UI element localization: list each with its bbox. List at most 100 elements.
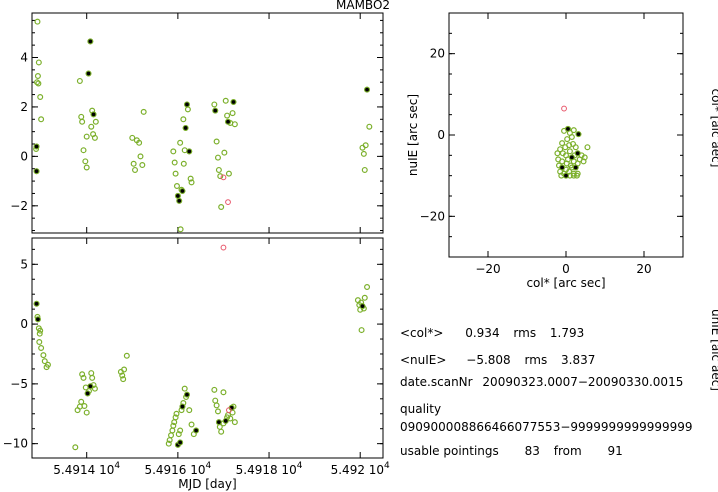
plot-bottom-left: −10 −5 0 5 5.4914 104 5.4916 104 5.4918 104 5.4… [3,237,390,491]
right-edge-label-low: unIE [alc aec] [709,309,718,391]
data-point-top-left-33 [170,148,177,155]
outlier-point-bottom-left-0 [220,244,227,251]
data-point-top-left-22 [91,134,98,141]
nuie-mean-label: <nuIE> [400,353,447,367]
nuie-mean-row: <nuIE> −5.808 rms 3.837 [400,353,597,367]
data-point-top-left-36 [173,183,180,190]
highlight-point-bottom-left-11 [215,419,222,426]
highlight-point-bottom-left-8 [193,427,200,434]
data-point-right-43 [570,140,577,147]
x-tick-label-bottom-left-0: 5.4914 104 [53,461,120,477]
data-point-top-left-55 [214,154,221,161]
plot-frame-right [448,12,684,258]
pointings-used: 83 [524,444,540,458]
data-point-right-39 [584,144,591,151]
pointings-row: usable pointings 83 from 91 [400,444,625,458]
col-mean-value: 0.934 [465,326,500,340]
data-point-bottom-left-78 [361,294,368,301]
data-point-right-10 [566,148,573,155]
data-point-top-left-34 [171,159,178,166]
data-point-top-left-15 [83,164,90,171]
data-point-top-left-25 [129,134,136,141]
data-point-top-left-11 [78,113,85,120]
data-point-bottom-left-56 [212,397,219,404]
col-rms-value: 1.793 [549,326,585,340]
highlight-point-bottom-left-5 [177,439,184,446]
data-point-top-left-29 [136,139,143,146]
y-tick-label-top-left-2: 2 [20,100,28,114]
data-point-bottom-left-15 [78,398,85,405]
col-mean-label: <col*> [400,326,444,340]
data-point-top-left-24 [83,133,90,140]
data-point-bottom-left-36 [169,427,176,434]
data-point-top-left-32 [140,108,147,115]
highlight-point-right-3 [559,164,565,171]
highlight-point-top-left-10 [186,148,193,155]
highlight-point-bottom-left-6 [179,403,186,410]
data-point-bottom-left-18 [81,402,88,409]
outlier-point-bottom-left-1 [226,407,232,414]
data-point-bottom-left-70 [231,419,238,426]
data-point-top-left-59 [221,149,228,156]
highlight-point-top-left-13 [212,107,219,114]
data-point-right-46 [573,172,580,179]
data-point-bottom-left-24 [88,370,95,377]
data-point-bottom-left-71 [220,389,227,396]
highlight-point-top-left-11 [225,118,231,125]
plot-frame-bottom-left [31,237,384,459]
plot-frame-top-left [31,12,384,234]
data-point-bottom-left-30 [120,376,127,383]
data-point-bottom-left-51 [188,421,195,428]
outlier-point-right-0 [561,105,567,112]
highlight-point-top-left-2 [85,70,92,77]
y-tick-label-bottom-left-3: 5 [20,257,28,271]
data-point-top-left-10 [76,77,83,84]
right-edge-label-mid: col* [alc aec] [709,89,718,168]
data-point-top-left-13 [80,147,87,154]
data-point-right-41 [554,150,561,157]
data-point-top-left-56 [215,166,222,173]
data-point-bottom-left-12 [72,444,79,451]
plot-right: −20 0 20 −20 0 20 col* [arc sec] nuIE [arc sec] [406,12,684,290]
data-point-bottom-left-31 [121,366,128,373]
highlight-point-top-left-8 [182,125,189,131]
data-point-bottom-left-80 [358,327,365,334]
data-point-bottom-left-58 [214,408,221,415]
data-point-top-left-20 [88,123,95,130]
data-point-bottom-left-35 [168,432,175,439]
nuie-rms-value: 3.837 [561,353,596,367]
data-point-bottom-left-47 [181,385,188,392]
y-tick-label-right-0: −20 [420,209,445,223]
highlight-point-right-0 [565,125,571,132]
highlight-point-top-left-12 [230,99,237,105]
highlight-point-top-left-9 [184,101,190,108]
data-point-top-left-0 [34,18,41,25]
data-point-top-left-31 [139,162,146,169]
data-point-top-left-39 [177,226,184,233]
data-point-right-21 [566,168,573,175]
data-point-bottom-left-66 [227,415,234,422]
y-tick-label-top-left-1: 0 [20,149,28,163]
highlight-point-top-left-6 [176,197,183,204]
y-tick-label-bottom-left-0: −10 [3,437,28,451]
data-point-top-left-57 [217,173,224,180]
data-point-top-left-46 [184,106,191,113]
data-point-right-3 [568,134,575,141]
date-row: date.scanNr 20090323.0007−20090330.0015 [400,375,685,389]
x-tick-label-bottom-left-2: 5.4918 104 [236,461,303,477]
date-label: date.scanNr [400,375,473,389]
highlight-point-bottom-left-12 [359,303,366,310]
pointings-total: 91 [607,444,623,458]
highlight-point-bottom-left-9 [222,418,229,424]
data-point-top-left-6 [38,116,45,123]
plot-top-left: −2 0 2 4 [10,12,384,234]
data-point-bottom-left-57 [213,402,220,409]
data-point-top-left-26 [130,160,137,167]
data-point-bottom-left-40 [173,410,180,417]
data-point-top-left-48 [187,175,194,182]
x-tick-label-bottom-left-1: 5.4916 104 [144,461,211,477]
highlight-point-right-1 [568,154,575,161]
data-point-bottom-left-42 [175,431,182,438]
data-point-bottom-left-32 [123,352,130,359]
